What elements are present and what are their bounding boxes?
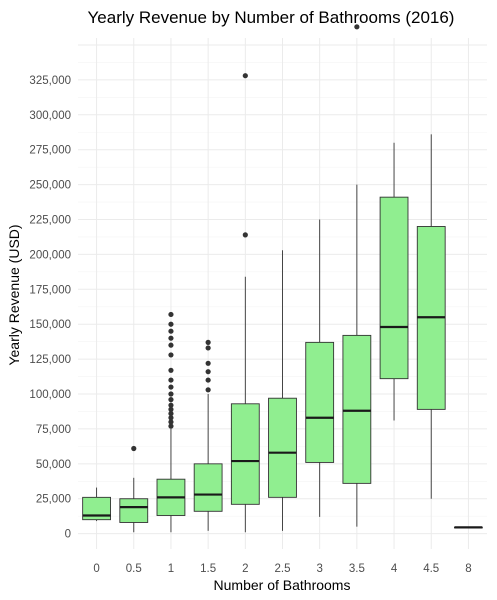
outlier-point xyxy=(242,73,248,79)
outlier-point xyxy=(168,419,174,425)
outlier-point xyxy=(168,367,174,373)
box-group xyxy=(342,24,372,527)
y-tick-label: 175,000 xyxy=(29,284,71,296)
y-tick-label: 200,000 xyxy=(29,249,71,261)
outlier-point xyxy=(168,328,174,334)
y-tick-label: 325,000 xyxy=(29,75,71,87)
x-tick-label: 0 xyxy=(93,563,99,575)
y-tick-label: 225,000 xyxy=(29,215,71,227)
outlier-point xyxy=(168,335,174,341)
box-group xyxy=(230,73,260,533)
outlier-point xyxy=(168,311,174,318)
outlier-point xyxy=(168,402,174,408)
x-tick-label: 3.5 xyxy=(349,563,365,575)
y-axis-title: Yearly Revenue (USD) xyxy=(6,224,22,365)
outlier-point xyxy=(205,345,211,351)
y-tick-label: 50,000 xyxy=(36,459,71,471)
box-group xyxy=(454,526,483,529)
y-tick-label: 125,000 xyxy=(29,354,71,366)
box-rect xyxy=(119,498,149,523)
box-group xyxy=(305,219,335,517)
box-rect xyxy=(230,403,260,505)
outlier-point xyxy=(168,384,174,390)
outlier-point xyxy=(168,410,174,417)
outlier-point xyxy=(168,391,174,397)
box-rect xyxy=(193,463,223,512)
x-tick-label: 2 xyxy=(242,563,248,575)
x-tick-label: 4.5 xyxy=(423,563,439,575)
x-axis-ticks: 0 0.5 1 1.5 2 2.5 3 3.5 4 4.5 8 xyxy=(93,563,471,575)
box-group xyxy=(82,487,111,522)
x-tick-label: 4 xyxy=(391,563,398,575)
box-group xyxy=(416,134,446,499)
y-tick-label: 300,000 xyxy=(29,110,71,122)
box-rect xyxy=(305,341,335,463)
box-group xyxy=(193,339,223,531)
outlier-point xyxy=(168,415,174,421)
x-tick-label: 3 xyxy=(316,563,322,575)
box-rect xyxy=(342,334,372,484)
y-tick-label: 150,000 xyxy=(29,319,71,331)
outlier-point xyxy=(205,369,211,375)
y-tick-label: 100,000 xyxy=(29,389,71,401)
y-tick-label: 0 xyxy=(65,529,71,541)
box-group xyxy=(156,311,186,533)
box-rect xyxy=(82,496,111,521)
outlier-point xyxy=(205,387,211,393)
x-tick-label: 0.5 xyxy=(126,563,142,575)
outlier-point xyxy=(168,377,174,383)
x-tick-label: 8 xyxy=(465,563,471,575)
outlier-point xyxy=(168,406,174,412)
outlier-point xyxy=(205,360,211,366)
box-group xyxy=(268,250,297,531)
y-tick-label: 25,000 xyxy=(36,494,71,506)
x-tick-label: 1 xyxy=(168,563,174,575)
x-axis-title: Number of Bathrooms xyxy=(214,577,351,593)
box-series xyxy=(82,24,483,533)
outlier-point xyxy=(168,352,174,358)
outlier-point xyxy=(168,397,174,403)
outlier-point xyxy=(131,445,137,452)
outlier-point xyxy=(168,342,174,348)
outlier-point xyxy=(168,423,174,429)
box-rect xyxy=(268,397,297,498)
y-axis-ticks: 0 25,000 50,000 75,000 100,000 125,000 150,000… xyxy=(29,75,71,541)
box-group xyxy=(119,445,149,533)
outlier-point xyxy=(205,377,211,383)
y-tick-label: 75,000 xyxy=(36,424,71,436)
outlier-point xyxy=(242,232,248,238)
y-tick-label: 250,000 xyxy=(29,180,71,192)
chart-title: Yearly Revenue by Number of Bathrooms (2… xyxy=(88,8,455,27)
y-tick-label: 275,000 xyxy=(29,145,71,157)
outlier-point xyxy=(168,321,174,327)
x-tick-label: 2.5 xyxy=(275,563,291,575)
x-tick-label: 1.5 xyxy=(200,563,216,575)
box-group xyxy=(379,142,409,421)
outlier-point xyxy=(354,24,360,30)
box-rect xyxy=(379,196,409,380)
outlier-point xyxy=(205,339,211,345)
